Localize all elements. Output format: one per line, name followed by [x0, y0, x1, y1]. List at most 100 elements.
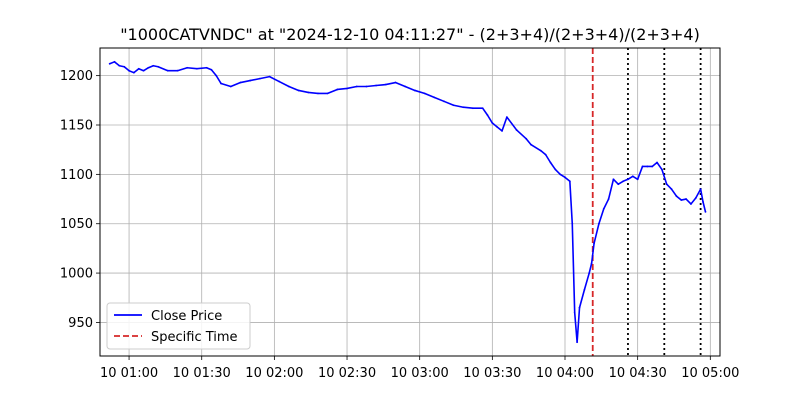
close-price-point — [554, 168, 557, 171]
close-price-point — [205, 66, 208, 69]
x-tick-label: 10 04:30 — [609, 366, 667, 381]
close-price-point — [549, 161, 552, 164]
x-tick-label: 10 02:00 — [245, 366, 303, 381]
close-price-point — [612, 178, 615, 181]
close-price-point — [443, 100, 445, 103]
close-price-point — [631, 175, 634, 178]
y-tick-label: 1000 — [60, 267, 93, 282]
close-price-point — [571, 222, 574, 225]
close-price-point — [288, 85, 290, 88]
close-price-point — [128, 69, 130, 72]
close-price-point — [544, 153, 547, 156]
close-price-point — [113, 60, 116, 63]
close-price-point — [346, 87, 348, 90]
close-price-point — [229, 85, 232, 88]
close-price-point — [123, 65, 126, 68]
close-price-point — [651, 165, 654, 168]
close-price-point — [694, 197, 697, 199]
close-price-point — [704, 210, 707, 213]
chart-title: "1000CATVNDC" at "2024-12-10 04:11:27" -… — [120, 25, 700, 44]
close-price-point — [365, 85, 368, 88]
close-price-point — [258, 77, 261, 80]
close-price-point — [423, 92, 426, 95]
close-price-point — [317, 92, 319, 95]
close-price-point — [617, 183, 620, 186]
close-price-point — [336, 88, 339, 91]
close-price-point — [530, 143, 532, 146]
close-price-point — [578, 306, 581, 309]
close-price-point — [598, 222, 600, 225]
close-price-point — [593, 242, 595, 245]
close-price-point — [210, 68, 213, 71]
close-price-point — [627, 178, 629, 181]
close-price-point — [239, 81, 242, 84]
close-price-point — [452, 104, 455, 107]
close-price-point — [590, 262, 593, 265]
y-tick-label: 1200 — [60, 69, 93, 84]
grid-lines — [100, 48, 720, 356]
y-tick-label: 1100 — [60, 168, 93, 183]
x-axis: 10 01:00 10 01:30 10 02:00 10 02:30 10 03:00… — [100, 356, 739, 381]
close-price-point — [481, 107, 484, 110]
close-price-point — [326, 92, 329, 95]
close-price-point — [559, 173, 562, 176]
close-price-point — [152, 64, 155, 67]
close-price-point — [588, 272, 591, 274]
close-price-point — [665, 183, 668, 186]
close-price-point — [602, 208, 605, 210]
close-price-point — [491, 122, 494, 124]
close-price-point — [486, 114, 489, 117]
legend: Close Price Specific Time — [106, 302, 251, 350]
close-price-point — [539, 149, 542, 152]
close-price-point — [472, 107, 474, 110]
close-price-point — [176, 69, 179, 72]
close-price-point — [496, 126, 499, 128]
close-price-point — [656, 161, 658, 164]
close-price-point — [675, 195, 678, 197]
close-price-point — [142, 69, 145, 72]
close-price-point — [157, 65, 160, 68]
close-price-point — [660, 168, 663, 171]
close-price-point — [133, 71, 135, 74]
x-tick-label: 10 02:30 — [318, 366, 376, 381]
close-price-point — [404, 85, 407, 88]
close-price-point — [278, 80, 281, 83]
close-price-point — [564, 176, 566, 179]
close-price-point — [433, 96, 436, 99]
close-price-point — [394, 81, 397, 84]
y-axis: 950 1000 1050 1100 1150 1200 — [60, 69, 100, 331]
close-price-point — [576, 341, 579, 344]
close-price-point — [195, 67, 198, 70]
close-price-point — [384, 83, 387, 86]
close-price-point — [413, 89, 416, 92]
close-price-point — [147, 66, 150, 69]
series-layer — [108, 60, 707, 344]
close-price-point — [646, 165, 649, 168]
close-price-point — [137, 67, 140, 70]
close-price-point — [568, 180, 571, 183]
close-price-point — [268, 75, 271, 78]
close-price-point — [702, 201, 704, 203]
legend-label-specific-time: Specific Time — [151, 330, 238, 345]
close-price-point — [220, 82, 222, 85]
plot-frame — [99, 47, 721, 357]
close-price-point — [670, 188, 673, 191]
close-price-point — [690, 203, 692, 205]
close-price-point — [307, 91, 310, 94]
close-price-point — [622, 180, 625, 183]
x-tick-label: 10 03:00 — [391, 366, 449, 381]
x-tick-label: 10 05:00 — [681, 366, 739, 381]
close-price-point — [680, 199, 683, 201]
close-price-point — [297, 89, 300, 92]
legend-box — [106, 302, 251, 350]
close-price-point — [166, 69, 169, 72]
x-tick-label: 10 01:00 — [100, 366, 158, 381]
close-price-point — [355, 85, 358, 88]
x-tick-label: 10 03:30 — [463, 366, 521, 381]
close-price-point — [636, 178, 639, 181]
close-price-point — [685, 198, 687, 200]
close-price-point — [641, 165, 644, 168]
close-price-point — [515, 129, 518, 131]
legend-label-close-price: Close Price — [151, 309, 222, 324]
close-price-point — [501, 130, 503, 132]
